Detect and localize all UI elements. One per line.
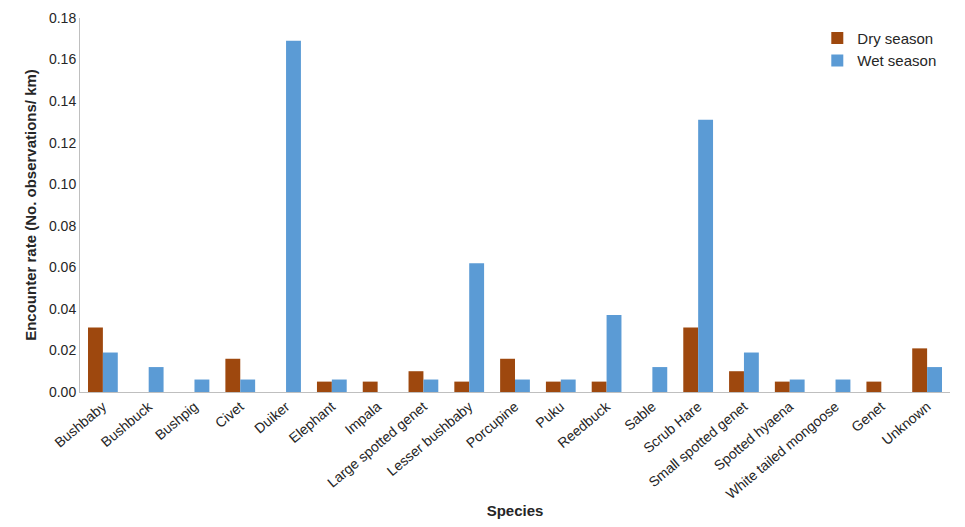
svg-text:0.04: 0.04: [49, 301, 76, 317]
svg-text:Elephant: Elephant: [286, 398, 339, 446]
svg-text:Reedbuck: Reedbuck: [554, 398, 613, 451]
svg-text:0.14: 0.14: [49, 93, 76, 109]
svg-text:0.02: 0.02: [49, 342, 76, 358]
svg-text:Small spotted genet: Small spotted genet: [645, 398, 750, 490]
svg-text:Lesser bushbaby: Lesser bushbaby: [384, 398, 476, 479]
svg-text:Bushpig: Bushpig: [152, 398, 201, 443]
svg-text:Large spotted genet: Large spotted genet: [324, 398, 430, 490]
svg-text:White tailed mongoose: White tailed mongoose: [723, 398, 843, 502]
svg-text:Sable: Sable: [621, 398, 659, 433]
svg-text:Unknown: Unknown: [879, 398, 934, 448]
svg-text:Impala: Impala: [342, 398, 385, 437]
svg-text:Wet season: Wet season: [857, 52, 936, 69]
svg-text:Genet: Genet: [848, 398, 888, 435]
svg-text:Civet: Civet: [212, 398, 247, 431]
svg-text:0.16: 0.16: [49, 51, 76, 67]
svg-text:0.10: 0.10: [49, 176, 76, 192]
svg-text:Species: Species: [487, 502, 544, 519]
svg-text:Dry season: Dry season: [857, 30, 933, 47]
svg-text:Porcupine: Porcupine: [463, 398, 522, 451]
svg-text:Bushbuck: Bushbuck: [98, 398, 156, 450]
svg-text:0.06: 0.06: [49, 259, 76, 275]
svg-text:Puku: Puku: [532, 398, 567, 431]
svg-text:0.18: 0.18: [49, 10, 76, 26]
svg-text:0.08: 0.08: [49, 218, 76, 234]
svg-text:0.00: 0.00: [49, 384, 76, 400]
svg-text:Scrub Hare: Scrub Hare: [640, 398, 705, 456]
svg-text:0.12: 0.12: [49, 135, 76, 151]
svg-text:Encounter rate (No. observatio: Encounter rate (No. observations/ km): [22, 69, 39, 341]
svg-text:Spotted hyaena: Spotted hyaena: [711, 398, 797, 473]
svg-text:Duiker: Duiker: [251, 398, 293, 436]
svg-text:Bushbaby: Bushbaby: [51, 398, 109, 450]
